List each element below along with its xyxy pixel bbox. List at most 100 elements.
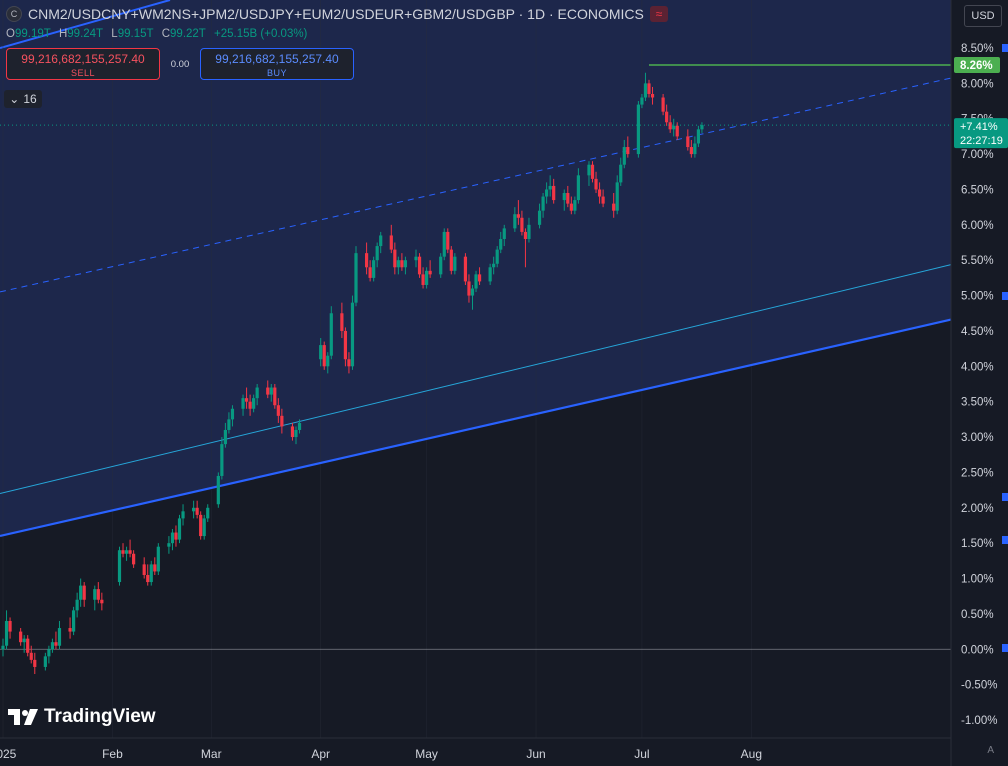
time-axis[interactable]: 2025 Feb Mar Apr May Jun Jul Aug — [0, 737, 951, 761]
candle-body — [350, 302, 355, 367]
price-tick-label: 8.00% — [961, 78, 994, 90]
candle-body — [643, 83, 648, 98]
candle-body — [545, 189, 549, 197]
symbol-legend[interactable]: C CNM2/USDCNY+WM2NS+JPM2/USDJPY+EUM2/USD… — [6, 6, 668, 22]
candle — [615, 175, 619, 215]
channel-area — [0, 0, 1008, 536]
candle — [227, 412, 231, 434]
candle-body — [389, 235, 393, 250]
candle — [421, 267, 425, 289]
buy-button[interactable]: 99,216,682,155,257.40 BUY — [200, 48, 354, 80]
candle — [597, 182, 602, 204]
candle-body — [26, 638, 30, 653]
candle-body — [548, 185, 552, 190]
candle — [527, 217, 531, 243]
candle — [368, 260, 372, 282]
candle — [43, 652, 47, 671]
candle-body — [72, 610, 76, 632]
candle-body — [206, 507, 210, 519]
trendline-solid-thin[interactable] — [0, 264, 952, 495]
price-tick-label: 3.00% — [961, 432, 994, 444]
candle — [488, 263, 492, 285]
price-tick-label: 4.50% — [961, 326, 994, 338]
auto-scale-button[interactable]: A — [987, 745, 994, 756]
candle-body — [619, 164, 623, 183]
candle — [174, 525, 178, 547]
candle-body — [375, 246, 379, 261]
candle — [149, 560, 153, 586]
indicators-count: 16 — [23, 92, 37, 106]
tradingview-logo[interactable]: TradingView — [8, 706, 156, 728]
candle — [75, 592, 79, 618]
candle — [19, 628, 23, 646]
candle-body — [294, 429, 298, 438]
candle-body — [43, 656, 47, 667]
candle-body — [57, 628, 62, 646]
trade-panel: 99,216,682,155,257.40 SELL 0.00 99,216,6… — [6, 48, 354, 80]
candle — [636, 101, 640, 158]
drawing-marker — [1002, 292, 1008, 300]
candle-body — [502, 228, 506, 239]
candle — [562, 189, 566, 211]
trendlines[interactable] — [0, 77, 952, 538]
candle — [319, 338, 323, 367]
candle-body — [4, 620, 9, 646]
ohlc-low-value: 99.15T — [117, 28, 154, 40]
candle — [1, 638, 5, 657]
candle — [4, 610, 9, 650]
candle — [696, 125, 701, 148]
candle-body — [156, 546, 160, 572]
candle — [566, 185, 570, 208]
candle-body — [181, 511, 185, 519]
candle-body — [467, 281, 471, 296]
currency-button[interactable]: USD — [964, 5, 1002, 27]
upper-channel-line[interactable] — [0, 0, 171, 49]
candle — [647, 79, 651, 98]
time-tick-label: Apr — [311, 747, 330, 761]
candle — [290, 422, 295, 441]
candle — [142, 557, 146, 579]
candle-body — [280, 415, 284, 427]
candle-body — [121, 550, 125, 554]
ohlc-values: O99.19T H99.24T L99.15T C99.22T +25.15B … — [6, 28, 312, 40]
candle — [343, 327, 348, 367]
candle-body — [612, 203, 616, 211]
candle — [502, 224, 506, 247]
candle — [470, 284, 475, 310]
candle-body — [199, 514, 203, 537]
candle — [100, 592, 104, 611]
candle — [29, 645, 33, 664]
indicators-toggle-button[interactable]: ⌄ 16 — [4, 90, 42, 108]
candle-body — [439, 256, 443, 275]
sell-button[interactable]: 99,216,682,155,257.40 SELL — [6, 48, 160, 80]
candle — [379, 231, 383, 254]
candle — [520, 210, 524, 236]
candle-body — [329, 313, 333, 356]
candle — [57, 620, 62, 650]
candle-body — [319, 345, 323, 360]
price-axis[interactable]: 8.50%8.00%7.50%7.00%6.50%6.00%5.50%5.00%… — [950, 0, 1008, 766]
candle — [495, 246, 499, 268]
candle — [693, 136, 697, 158]
candle — [128, 539, 132, 558]
price-tick-label: 5.50% — [961, 255, 994, 267]
symbol-title[interactable]: CNM2/USDCNY+WM2NS+JPM2/USDJPY+EUM2/USDEU… — [28, 6, 644, 22]
candle — [700, 122, 704, 133]
trendline-solid-thick[interactable] — [0, 318, 952, 538]
candle — [202, 514, 206, 540]
candle-body — [29, 652, 33, 660]
trendline-dashed[interactable] — [0, 77, 952, 293]
candle-body — [492, 263, 496, 268]
candle — [117, 546, 122, 586]
wave-icon[interactable]: ≈ — [649, 6, 668, 22]
time-tick-label: Aug — [741, 747, 762, 761]
candle-body — [379, 235, 383, 247]
candle-body — [340, 313, 344, 331]
candle-body — [686, 136, 690, 148]
candle-body — [8, 620, 12, 632]
candle-body — [54, 642, 58, 646]
price-tick-label: -0.50% — [961, 680, 997, 692]
candle — [364, 242, 369, 275]
ohlc-close-key: C — [161, 28, 171, 40]
